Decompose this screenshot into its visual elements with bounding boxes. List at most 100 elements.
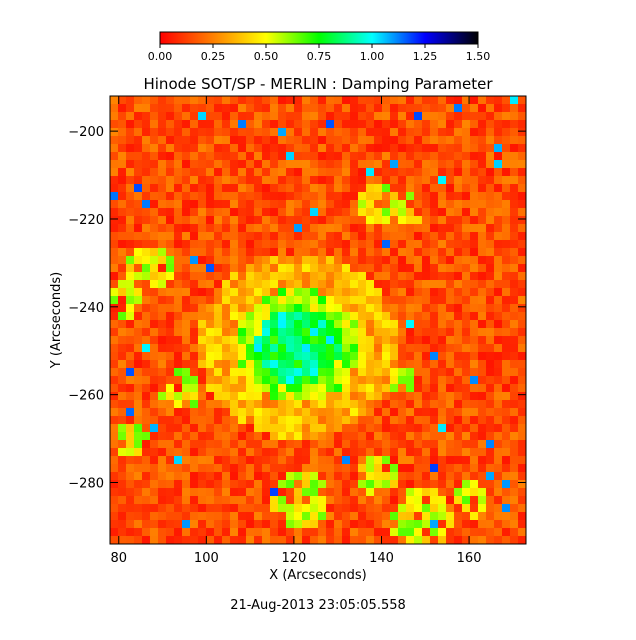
heatmap-cell	[134, 160, 142, 168]
heatmap-cell	[198, 352, 206, 360]
heatmap-cell	[166, 96, 174, 104]
heatmap-cell	[270, 376, 278, 384]
heatmap-cell	[494, 200, 502, 208]
heatmap-cell	[214, 112, 222, 120]
heatmap-cell	[486, 152, 494, 160]
heatmap-cell	[502, 504, 510, 512]
heatmap-cell	[342, 264, 350, 272]
heatmap-cell	[174, 312, 182, 320]
heatmap-cell	[254, 392, 262, 400]
heatmap-cell	[206, 200, 214, 208]
heatmap-cell	[262, 144, 270, 152]
heatmap-cell	[278, 280, 286, 288]
heatmap-cell	[350, 528, 358, 536]
heatmap-cell	[318, 264, 326, 272]
heatmap-cell	[374, 504, 382, 512]
heatmap-cell	[350, 472, 358, 480]
heatmap-cell	[278, 344, 286, 352]
heatmap-cell	[454, 176, 462, 184]
heatmap-cell	[302, 288, 310, 296]
heatmap-cell	[230, 232, 238, 240]
heatmap-cell	[126, 112, 134, 120]
heatmap-cell	[470, 184, 478, 192]
heatmap-cell	[174, 168, 182, 176]
heatmap-cell	[430, 512, 438, 520]
heatmap-cell	[366, 320, 374, 328]
heatmap-cell	[382, 312, 390, 320]
heatmap-cell	[126, 312, 134, 320]
heatmap-cell	[406, 136, 414, 144]
heatmap-cell	[222, 320, 230, 328]
heatmap-cell	[494, 376, 502, 384]
heatmap-cell	[286, 320, 294, 328]
heatmap-cell	[214, 184, 222, 192]
heatmap-cell	[502, 272, 510, 280]
heatmap-cell	[246, 176, 254, 184]
heatmap-cell	[390, 200, 398, 208]
heatmap-cell	[334, 104, 342, 112]
heatmap-cell	[406, 504, 414, 512]
heatmap-cell	[358, 368, 366, 376]
heatmap-cell	[478, 480, 486, 488]
heatmap-cell	[350, 352, 358, 360]
heatmap-cell	[238, 176, 246, 184]
heatmap-cell	[462, 208, 470, 216]
heatmap-cell	[478, 424, 486, 432]
heatmap-cell	[142, 400, 150, 408]
heatmap-cell	[502, 216, 510, 224]
heatmap-cell	[134, 496, 142, 504]
heatmap-cell	[486, 328, 494, 336]
heatmap-cell	[422, 160, 430, 168]
heatmap-cell	[142, 392, 150, 400]
heatmap-cell	[438, 232, 446, 240]
heatmap-cell	[430, 400, 438, 408]
heatmap-cell	[446, 520, 454, 528]
heatmap-cell	[110, 256, 118, 264]
heatmap-cell	[190, 536, 198, 544]
heatmap-cell	[446, 320, 454, 328]
heatmap-cell	[414, 176, 422, 184]
heatmap-cell	[374, 480, 382, 488]
heatmap-cell	[166, 336, 174, 344]
heatmap-cell	[158, 512, 166, 520]
heatmap-cell	[190, 512, 198, 520]
heatmap-cell	[494, 128, 502, 136]
heatmap-cell	[182, 104, 190, 112]
heatmap-cell	[430, 160, 438, 168]
heatmap-cell	[518, 464, 526, 472]
heatmap-cell	[334, 488, 342, 496]
heatmap-cell	[142, 464, 150, 472]
heatmap-cell	[294, 384, 302, 392]
heatmap-cell	[326, 424, 334, 432]
heatmap-cell	[246, 352, 254, 360]
heatmap-cell	[214, 440, 222, 448]
heatmap-cell	[126, 208, 134, 216]
heatmap-cell	[382, 192, 390, 200]
heatmap-cell	[390, 512, 398, 520]
heatmap-cell	[318, 184, 326, 192]
heatmap-cell	[342, 280, 350, 288]
heatmap-cell	[502, 456, 510, 464]
heatmap-cell	[422, 136, 430, 144]
heatmap-cell	[414, 128, 422, 136]
chart-title: Hinode SOT/SP - MERLIN : Damping Paramet…	[143, 75, 493, 93]
heatmap-cell	[390, 184, 398, 192]
heatmap-cell	[446, 168, 454, 176]
heatmap-cell	[454, 192, 462, 200]
heatmap-cell	[470, 200, 478, 208]
heatmap-cell	[270, 352, 278, 360]
heatmap-cell	[510, 368, 518, 376]
heatmap-cell	[198, 368, 206, 376]
heatmap-cell	[166, 488, 174, 496]
heatmap-cell	[454, 320, 462, 328]
heatmap-cell	[502, 312, 510, 320]
heatmap-cell	[222, 288, 230, 296]
heatmap-cell	[166, 312, 174, 320]
heatmap-cell	[326, 448, 334, 456]
heatmap-cell	[166, 448, 174, 456]
heatmap-cell	[254, 160, 262, 168]
heatmap-cell	[430, 424, 438, 432]
heatmap-cell	[126, 144, 134, 152]
heatmap-cell	[110, 232, 118, 240]
heatmap-cell	[374, 328, 382, 336]
